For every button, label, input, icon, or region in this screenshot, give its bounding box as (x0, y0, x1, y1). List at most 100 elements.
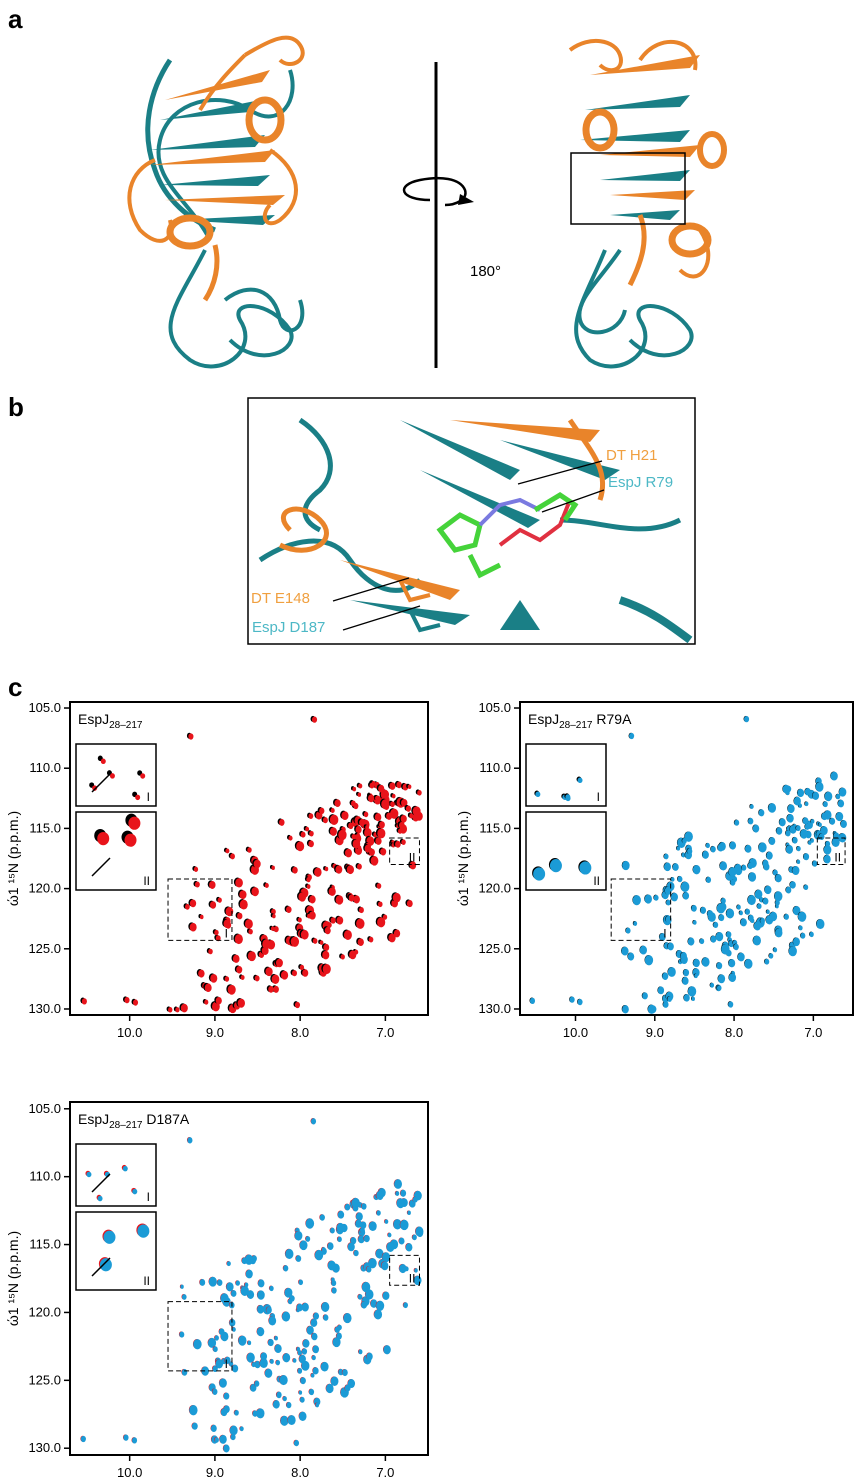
peak-series-2 (396, 1198, 405, 1209)
x-tick-label: 7.0 (376, 1465, 394, 1480)
peak-series-2 (639, 945, 647, 955)
peak-series-2 (784, 913, 789, 920)
peak-series-2 (230, 1433, 236, 1441)
peak-series-2 (667, 967, 676, 977)
peak-series-2 (309, 830, 314, 837)
x-tick-label: 9.0 (206, 1025, 224, 1040)
panel-letter-b: b (8, 392, 24, 422)
peak-series-2 (292, 866, 298, 874)
peak-series-2 (301, 1348, 308, 1355)
x-tick-label: 10.0 (563, 1025, 588, 1040)
peak-series-2 (368, 794, 375, 803)
peak-series-2 (386, 1242, 395, 1252)
peak-series-2 (400, 815, 407, 823)
label-dt-e148: DT E148 (251, 590, 310, 607)
peak-series-2 (337, 1210, 345, 1219)
peak-series-2 (670, 877, 675, 882)
peak-series-2 (823, 854, 831, 864)
peak-series-2 (716, 985, 722, 991)
peak-series-2 (375, 795, 380, 801)
peak-series-2 (296, 841, 305, 852)
peak-series-2 (818, 822, 822, 827)
peak-series-2 (323, 943, 330, 952)
peak-series-2 (287, 1298, 293, 1305)
peak-series-2 (251, 887, 259, 897)
peak-series-2 (804, 801, 809, 807)
peak-series-2 (396, 781, 402, 789)
peak-series-2 (193, 1339, 202, 1350)
peak-series-2 (285, 1248, 294, 1260)
peak-series-2 (215, 1359, 224, 1369)
peak-series-2 (676, 846, 681, 851)
peak-series-2 (359, 818, 366, 827)
peak-series-2 (569, 996, 575, 1003)
x-tick-label: 9.0 (206, 1465, 224, 1480)
peak-series-2 (274, 1344, 282, 1353)
peak-series-2 (355, 1219, 362, 1228)
y-tick-label: 110.0 (29, 1169, 61, 1184)
peak-series-2 (830, 771, 838, 781)
nmr-spectrum-r79a: 10.0 9.0 8.0 7.0 105.0 110.0 115.0 120.0 125.0 13… (430, 690, 855, 1040)
peak-series-2 (389, 782, 396, 790)
peak-series-2 (378, 784, 385, 793)
peak-series-2 (364, 828, 372, 838)
peak-series-2 (752, 824, 760, 833)
peak-series-2 (307, 913, 311, 919)
peak-series-2 (301, 1302, 309, 1312)
peak-series-2 (297, 1368, 303, 1374)
peak-series-2 (181, 1368, 188, 1376)
peak-series-2 (665, 915, 672, 924)
peak-series-2 (707, 910, 714, 918)
peak-series-2 (215, 996, 222, 1005)
inset-peak-series-2 (533, 867, 546, 881)
peak-series-2 (358, 907, 364, 914)
peak-series-2 (768, 803, 777, 813)
peak-series-2 (229, 1361, 234, 1367)
peak-series-2 (388, 933, 396, 943)
peak-series-2 (765, 915, 774, 925)
peak-series-2 (728, 1001, 734, 1008)
peak-series-2 (415, 1226, 424, 1237)
peak-series-2 (823, 801, 828, 808)
peak-series-2 (728, 959, 736, 968)
peak-series-2 (672, 863, 679, 871)
peak-series-2 (744, 958, 753, 969)
y-tick-label: 105.0 (28, 1101, 61, 1116)
peak-series-2 (687, 937, 695, 946)
peak-series-2 (357, 938, 364, 947)
peak-series-2 (131, 1437, 138, 1444)
peak-series-2 (201, 1366, 209, 1376)
peak-series-2 (798, 925, 803, 931)
peak-series-2 (406, 899, 413, 908)
peak-series-2 (298, 1411, 307, 1421)
peak-series-2 (753, 921, 762, 931)
peak-series-2 (286, 1402, 292, 1409)
peak-series-2 (358, 1235, 365, 1244)
inset-peak-series-2 (135, 794, 141, 801)
y-tick-label: 110.0 (479, 760, 511, 775)
peak-series-2 (301, 1360, 310, 1371)
peak-series-2 (785, 886, 792, 894)
peak-series-2 (325, 1383, 334, 1394)
peak-series-2 (305, 826, 310, 832)
peak-series-2 (741, 864, 747, 871)
peak-series-2 (775, 928, 783, 938)
peak-series-2 (331, 1277, 335, 1283)
peak-series-2 (360, 1221, 367, 1229)
peak-series-2 (796, 859, 801, 865)
peak-series-2 (288, 835, 293, 841)
peak-series-2 (124, 997, 130, 1004)
peak-series-2 (796, 846, 801, 852)
peak-series-2 (353, 1250, 359, 1257)
peak-series-2 (825, 841, 831, 847)
y-tick-label: 110.0 (29, 760, 61, 775)
peak-series-2 (789, 881, 796, 889)
plot-frame (69, 701, 429, 1016)
peak-series-2 (412, 1196, 418, 1203)
peak-series-2 (752, 935, 761, 946)
peak-series-2 (677, 876, 683, 883)
peak-series-2 (375, 1248, 384, 1259)
dashed-region-box (167, 878, 233, 941)
peak-series-2 (175, 1007, 180, 1013)
inset-label: II (143, 874, 150, 888)
